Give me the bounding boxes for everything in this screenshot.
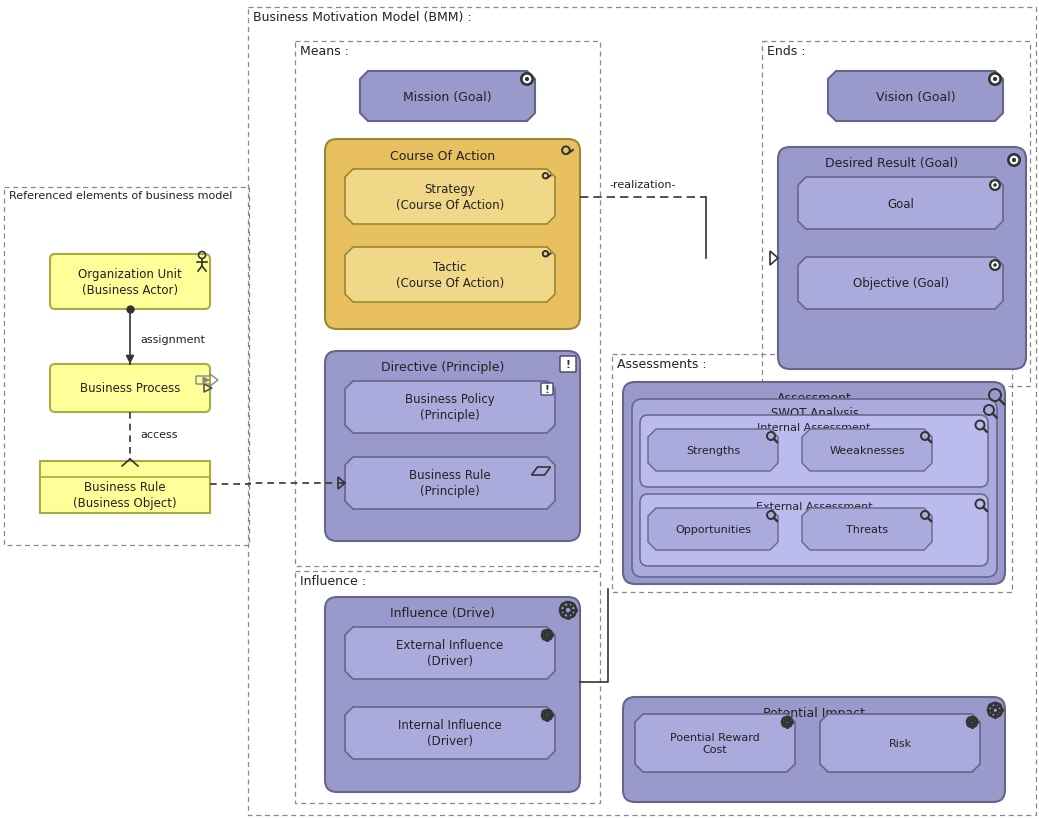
Polygon shape xyxy=(648,509,778,550)
Text: Influence :: Influence : xyxy=(300,574,366,587)
Text: Strengths: Strengths xyxy=(686,446,740,455)
Bar xyxy=(4,188,249,545)
FancyBboxPatch shape xyxy=(325,597,580,792)
Polygon shape xyxy=(648,429,778,472)
Text: access: access xyxy=(140,429,178,440)
Text: SWOT Analysis: SWOT Analysis xyxy=(771,407,858,420)
Text: Business Rule
(Business Object): Business Rule (Business Object) xyxy=(73,481,177,510)
Text: Business Rule
(Principle): Business Rule (Principle) xyxy=(409,469,490,498)
Polygon shape xyxy=(798,258,1003,310)
Text: Threats: Threats xyxy=(846,524,888,534)
FancyBboxPatch shape xyxy=(50,364,210,413)
Text: Desired Result (Goal): Desired Result (Goal) xyxy=(825,157,959,170)
Text: Assessment: Assessment xyxy=(776,392,851,405)
FancyBboxPatch shape xyxy=(541,383,553,396)
Text: Objective (Goal): Objective (Goal) xyxy=(853,277,949,290)
Bar xyxy=(762,42,1030,387)
Circle shape xyxy=(988,73,1002,87)
Circle shape xyxy=(993,264,996,268)
Text: Goal: Goal xyxy=(887,197,914,210)
Circle shape xyxy=(991,262,998,269)
FancyBboxPatch shape xyxy=(325,140,580,329)
Polygon shape xyxy=(345,247,555,303)
Polygon shape xyxy=(828,72,1003,122)
Text: assignment: assignment xyxy=(140,335,205,345)
Circle shape xyxy=(989,180,1001,192)
Text: Organization Unit
(Business Actor): Organization Unit (Business Actor) xyxy=(78,268,182,296)
Text: Vision (Goal): Vision (Goal) xyxy=(876,90,955,103)
Polygon shape xyxy=(345,627,555,679)
Text: Weeaknesses: Weeaknesses xyxy=(829,446,905,455)
Text: Means :: Means : xyxy=(300,45,349,58)
FancyBboxPatch shape xyxy=(778,147,1025,369)
Text: Referenced elements of business model: Referenced elements of business model xyxy=(9,191,233,201)
Circle shape xyxy=(525,78,529,82)
Polygon shape xyxy=(802,429,932,472)
Polygon shape xyxy=(802,509,932,550)
FancyBboxPatch shape xyxy=(560,356,576,373)
Circle shape xyxy=(1010,156,1018,165)
Circle shape xyxy=(993,184,996,188)
Bar xyxy=(612,355,1012,592)
Text: Poential Reward
Cost: Poential Reward Cost xyxy=(670,732,760,754)
Circle shape xyxy=(523,75,531,84)
Text: Opportunities: Opportunities xyxy=(675,524,751,534)
FancyBboxPatch shape xyxy=(50,255,210,310)
Text: Potential Impact: Potential Impact xyxy=(763,707,865,720)
FancyBboxPatch shape xyxy=(640,495,988,566)
Text: Internal Assessment: Internal Assessment xyxy=(757,423,871,432)
Text: Business Motivation Model (BMM) :: Business Motivation Model (BMM) : xyxy=(254,11,472,24)
Polygon shape xyxy=(820,714,980,772)
Text: External Influence
(Driver): External Influence (Driver) xyxy=(396,639,504,667)
Circle shape xyxy=(520,73,534,87)
Bar xyxy=(248,8,1036,815)
Bar xyxy=(295,572,600,803)
Bar xyxy=(39,461,210,514)
FancyBboxPatch shape xyxy=(640,415,988,487)
Polygon shape xyxy=(345,707,555,759)
Text: !: ! xyxy=(544,385,550,395)
Polygon shape xyxy=(798,178,1003,229)
Circle shape xyxy=(993,78,997,82)
Text: Course Of Action: Course Of Action xyxy=(390,149,495,162)
Text: Business Policy
(Principle): Business Policy (Principle) xyxy=(405,393,495,422)
Polygon shape xyxy=(359,72,535,122)
Text: Tactic
(Course Of Action): Tactic (Course Of Action) xyxy=(396,260,504,290)
Circle shape xyxy=(990,75,1000,84)
Polygon shape xyxy=(345,170,555,224)
FancyBboxPatch shape xyxy=(623,697,1005,802)
Text: Business Process: Business Process xyxy=(80,382,180,395)
FancyBboxPatch shape xyxy=(325,351,580,541)
Text: -realization-: -realization- xyxy=(610,180,676,190)
Text: !: ! xyxy=(565,360,570,370)
Circle shape xyxy=(989,260,1001,272)
Text: Strategy
(Course Of Action): Strategy (Course Of Action) xyxy=(396,183,504,212)
Text: Ends :: Ends : xyxy=(767,45,805,58)
Bar xyxy=(295,42,600,566)
Circle shape xyxy=(991,182,998,189)
Text: Mission (Goal): Mission (Goal) xyxy=(403,90,491,103)
Polygon shape xyxy=(635,714,795,772)
Circle shape xyxy=(1012,159,1016,163)
Polygon shape xyxy=(345,458,555,509)
Text: Internal Influence
(Driver): Internal Influence (Driver) xyxy=(398,718,502,748)
Text: Assessments :: Assessments : xyxy=(617,358,707,370)
Text: Directive (Principle): Directive (Principle) xyxy=(381,361,504,374)
Text: Risk: Risk xyxy=(888,738,911,748)
FancyBboxPatch shape xyxy=(623,382,1005,584)
Polygon shape xyxy=(345,382,555,433)
FancyBboxPatch shape xyxy=(632,400,997,577)
Circle shape xyxy=(1007,154,1021,168)
Text: External Assessment: External Assessment xyxy=(755,501,873,511)
Text: Influence (Drive): Influence (Drive) xyxy=(390,607,495,620)
